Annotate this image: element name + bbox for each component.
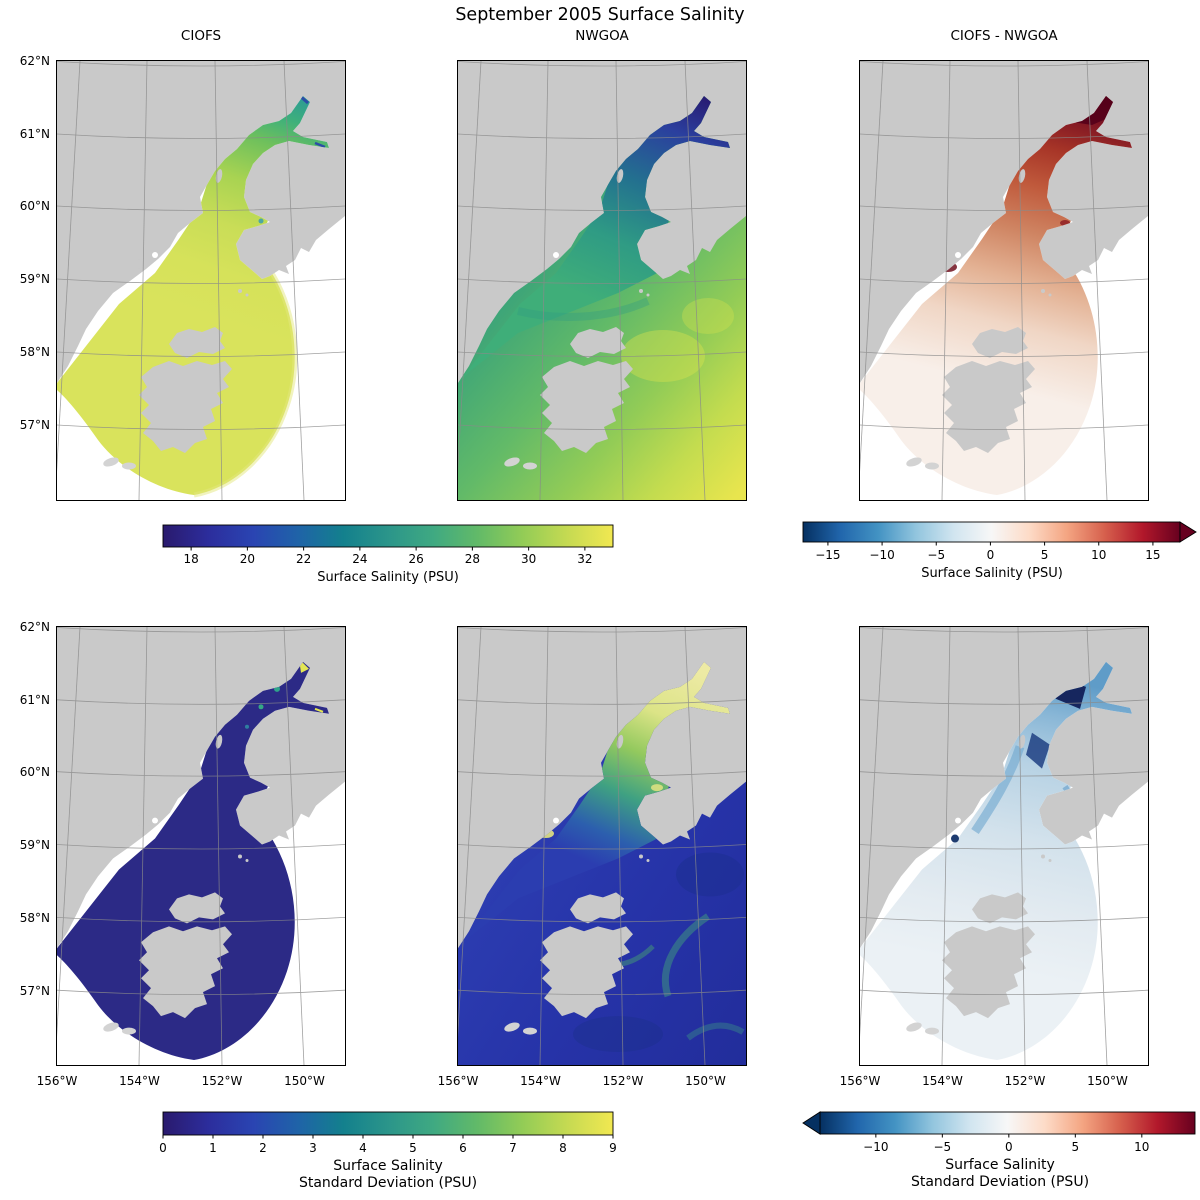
colorbar-tick-label: 0 [986, 548, 995, 562]
lat-tick-label: 60°N [19, 765, 50, 779]
panel-title-difference: CIOFS - NWGOA [950, 28, 1058, 44]
colorbar-tick-label: −5 [933, 1140, 952, 1154]
colorbar-tick-label: 15 [1145, 548, 1161, 562]
lat-tick-label: 58°N [19, 911, 50, 925]
colorbar-tick-label: 24 [352, 552, 368, 566]
map-panel-nwgoa [457, 60, 747, 501]
colorbar-tick-label: 6 [459, 1141, 467, 1155]
colorbar-tick-label: −5 [927, 548, 946, 562]
colorbar-tick-label: 10 [1091, 548, 1107, 562]
colorbar-tick-label: 0 [1005, 1140, 1013, 1154]
colorbar-tick-label: 28 [464, 552, 481, 566]
colorbar-tick-label: 5 [1040, 548, 1049, 562]
colorbar-tick-label: 30 [520, 552, 537, 566]
lon-tick-label: 152°W [201, 1074, 243, 1088]
colorbar-label: Standard Deviation (PSU) [910, 1174, 1090, 1190]
colorbar-tick-label: 1 [209, 1141, 217, 1155]
lon-tick-label: 156°W [839, 1074, 881, 1088]
map-svg [860, 627, 1148, 1065]
colorbar-tick-label: 8 [559, 1141, 567, 1155]
lat-tick-label: 61°N [19, 693, 50, 707]
colorbar-tick-label: 32 [577, 552, 593, 566]
map-svg [57, 627, 345, 1065]
colorbar-tick-label: 26 [408, 552, 424, 566]
islands-layer [906, 169, 1052, 470]
graticule [57, 627, 345, 1065]
lon-tick-label: 156°W [437, 1074, 479, 1088]
colorbar-tick-label: 5 [409, 1141, 417, 1155]
colorbar-tick-label: 5 [1071, 1140, 1080, 1154]
colorbar-tick-label: 0 [159, 1141, 167, 1155]
map-svg [860, 61, 1148, 500]
islands-layer [906, 734, 1052, 1035]
lon-tick-label: 152°W [602, 1074, 644, 1088]
islands-layer [504, 734, 650, 1035]
lat-tick-label: 60°N [19, 199, 50, 213]
lon-tick-label: 150°W [1087, 1074, 1128, 1088]
lat-tick-label: 57°N [19, 984, 50, 998]
graticule [458, 61, 746, 500]
colorbar-tick-label: 3 [309, 1141, 317, 1155]
lon-tick-label: 152°W [1004, 1074, 1046, 1088]
map-panel-nwgoa-std [457, 626, 747, 1066]
figure-title: September 2005 Surface Salinity [455, 5, 745, 25]
colorbar-label: Surface Salinity [333, 1158, 443, 1174]
colorbar-tick-label: 7 [509, 1141, 517, 1155]
islands-layer [504, 169, 650, 470]
colorbar-tick-label: −15 [815, 548, 841, 562]
colorbar [162, 524, 614, 551]
map-panel-ciofs-std [56, 626, 346, 1066]
colorbar-tick-label: 4 [359, 1141, 367, 1155]
colorbar-label: Surface Salinity [945, 1157, 1055, 1173]
lon-tick-label: 154°W [520, 1074, 561, 1088]
lon-tick-label: 154°W [922, 1074, 963, 1088]
islands-layer [103, 734, 249, 1035]
map-svg [57, 61, 345, 500]
colorbar-tick-label: 2 [259, 1141, 267, 1155]
map-panel-ciofs-minus-nwgoa-std [859, 626, 1149, 1066]
map-panel-ciofs [56, 60, 346, 501]
lon-tick-label: 150°W [284, 1074, 325, 1088]
colorbar-label: Surface Salinity (PSU) [317, 570, 459, 585]
colorbar-tick-label: 22 [295, 552, 312, 566]
map-svg [458, 627, 746, 1065]
colorbar-tick-label: 18 [183, 552, 199, 566]
graticule [860, 627, 1148, 1065]
lat-tick-label: 59°N [19, 272, 50, 286]
lat-tick-label: 59°N [19, 838, 50, 852]
colorbar-tick-label: 10 [1134, 1140, 1150, 1154]
graticule [458, 627, 746, 1065]
map-panel-ciofs-minus-nwgoa [859, 60, 1149, 501]
lat-tick-label: 58°N [19, 345, 50, 359]
lat-tick-label: 62°N [19, 620, 50, 634]
lat-tick-label: 57°N [19, 418, 50, 432]
colorbar-label: Standard Deviation (PSU) [298, 1175, 478, 1191]
panel-title-ciofs: CIOFS [180, 28, 222, 44]
islands-layer [103, 169, 249, 470]
lat-tick-label: 61°N [19, 127, 50, 141]
lon-tick-label: 154°W [119, 1074, 160, 1088]
colorbar [802, 1111, 1196, 1138]
colorbar [162, 1111, 614, 1139]
colorbar-tick-label: 20 [239, 552, 256, 566]
colorbar-tick-label: −10 [869, 548, 895, 562]
colorbar [802, 521, 1197, 546]
lat-tick-label: 62°N [19, 54, 50, 68]
map-svg [458, 61, 746, 500]
graticule [57, 61, 345, 500]
colorbar-tick-label: 9 [609, 1141, 617, 1155]
lon-tick-label: 150°W [685, 1074, 726, 1088]
colorbar-label: Surface Salinity (PSU) [921, 566, 1063, 581]
graticule [860, 61, 1148, 500]
colorbar-tick-label: −10 [863, 1140, 889, 1154]
lon-tick-label: 156°W [36, 1074, 78, 1088]
panel-title-nwgoa: NWGOA [575, 28, 629, 44]
